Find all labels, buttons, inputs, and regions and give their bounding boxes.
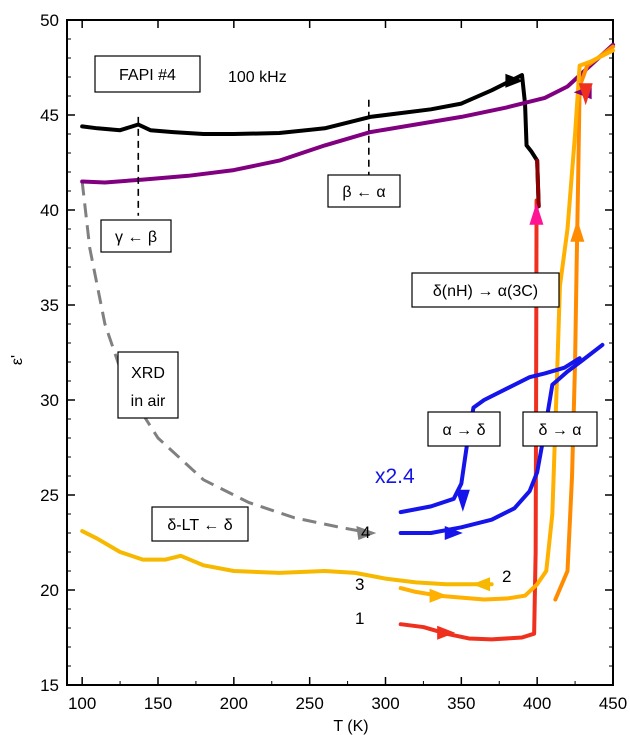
y-tick-label: 30	[40, 391, 59, 410]
y-tick-label: 45	[40, 106, 59, 125]
scale-label: x2.4	[375, 465, 415, 488]
curve-arrowhead	[429, 588, 448, 603]
y-tick-label: 25	[40, 486, 59, 505]
annotation-text: δ(nH) → α(3C)	[433, 283, 538, 300]
annotation-text: β ← α	[342, 184, 385, 201]
curve-arrowhead	[505, 73, 524, 88]
annotation-frame	[151, 506, 249, 542]
annotation-text: FAPI #4	[119, 67, 176, 84]
series-line	[398, 356, 582, 515]
plot-frame	[66, 19, 614, 686]
curve-arrowhead	[437, 625, 456, 640]
curve-arrowhead	[529, 202, 544, 225]
frequency-label: 100 kHz	[228, 69, 287, 86]
curve-arrowhead	[570, 219, 585, 242]
series-line	[398, 342, 605, 535]
y-tick-label: 50	[40, 11, 59, 30]
annotation-text: α → δ	[442, 422, 485, 439]
x-tick-label: 200	[220, 694, 248, 713]
curve-number-label: 4	[361, 523, 370, 542]
annotation-text: δ → α	[538, 422, 581, 439]
annotation-box: α → δ	[427, 411, 501, 447]
y-tick-label: 15	[40, 676, 59, 695]
annotation-box: δ(nH) → α(3C)	[411, 272, 560, 308]
x-tick-label: 400	[523, 694, 551, 713]
annotation-frame	[117, 351, 179, 419]
series-line	[80, 529, 494, 587]
x-axis-title: T (K)	[333, 718, 368, 735]
curve-number-label: 2	[502, 567, 511, 586]
series-line	[80, 42, 615, 185]
xrd-annotation-box: XRD in air	[117, 351, 179, 419]
curve-arrowhead	[444, 526, 463, 540]
annotation-text: in air	[131, 393, 166, 410]
annotation-text: γ ← β	[115, 229, 157, 246]
curves	[80, 42, 615, 642]
axes: 100 150 200 250 300 350 400 450 15 20 25 30 35 40 45 50	[40, 11, 627, 713]
series-line	[535, 158, 541, 209]
annotation-box: β ← α	[327, 174, 401, 208]
x-tick-label: 450	[599, 694, 627, 713]
curve-arrowhead	[578, 83, 593, 106]
xrd-arrowhead	[356, 526, 377, 540]
x-tick-label: 350	[447, 694, 475, 713]
curve-arrowhead	[455, 489, 470, 512]
y-tick-label: 20	[40, 581, 59, 600]
curve-arrowhead	[472, 577, 491, 592]
annotation-box: δ → α	[522, 411, 598, 447]
y-tick-label: 35	[40, 296, 59, 315]
annotation-box: γ ← β	[100, 219, 172, 253]
series-line	[80, 73, 541, 209]
x-tick-label: 100	[68, 694, 96, 713]
annotations: FAPI #4 γ ← β β ← α δ(nH) → α(3C) α → δ δ → α…	[94, 55, 598, 628]
annotation-frame	[327, 174, 401, 208]
annotation-frame	[427, 411, 501, 447]
annotation-box: δ-LT ← δ	[151, 506, 249, 542]
series-line	[553, 44, 615, 602]
x-tick-label: 150	[144, 694, 172, 713]
x-tick-label: 250	[295, 694, 323, 713]
curve-number-label: 3	[355, 575, 364, 594]
annotation-text: δ-LT ← δ	[167, 517, 232, 534]
annotation-text: XRD	[131, 365, 165, 382]
annotation-frame	[94, 55, 201, 93]
annotation-frame	[411, 272, 560, 308]
curve-number-label: 1	[355, 609, 364, 628]
series-line	[398, 48, 615, 602]
annotation-box: FAPI #4	[94, 55, 201, 93]
y-axis-title: ε'	[9, 355, 26, 365]
x-tick-label: 300	[371, 694, 399, 713]
y-tick-label: 40	[40, 201, 59, 220]
annotation-frame	[100, 219, 172, 253]
annotation-frame	[522, 411, 598, 447]
